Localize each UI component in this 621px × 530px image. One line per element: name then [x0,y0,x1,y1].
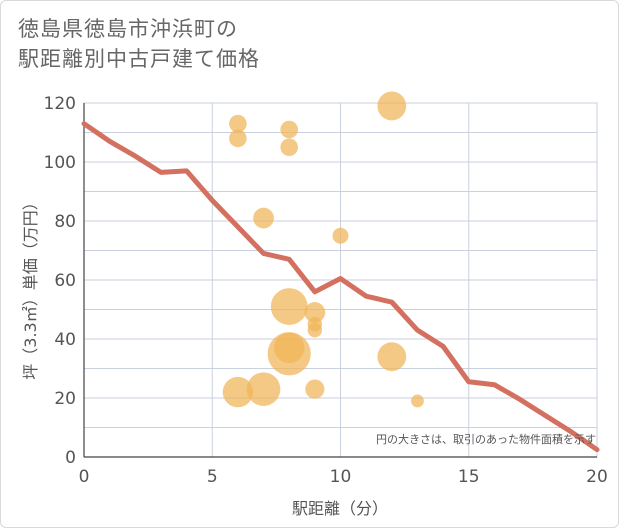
bubble [270,288,308,325]
bubble [246,372,281,406]
x-tick-label: 15 [458,467,480,487]
y-tick-label: 40 [54,330,76,350]
y-axis-label: 坪（3.3㎡）単価（万円） [21,194,40,379]
chart-title: 徳島県徳島市沖浜町の 駅距離別中古戸建て価格 [18,14,260,74]
x-axis-label: 駅距離（分） [292,499,388,518]
bubble [304,302,326,323]
chart-title-line1: 徳島県徳島市沖浜町の [18,17,238,41]
x-tick-label: 0 [79,467,90,487]
y-tick-label: 80 [54,212,76,232]
x-tick-label: 20 [586,467,608,487]
bubble [280,120,299,139]
trend-line [81,121,600,453]
bubble-size-note: 円の大きさは、取引のあった物件面積を示す [376,432,596,446]
bubble [229,114,247,133]
tick-labels: 0 20 40 60 80 100 120 0 5 10 15 20 [44,94,608,487]
bubbles [222,91,424,408]
bubble [411,394,424,408]
y-tick-label: 120 [44,94,76,114]
bubble [377,91,407,121]
trend-line-group [81,121,600,453]
y-tick-label: 0 [65,448,76,468]
bubble [280,138,299,157]
bubble [377,342,407,372]
bubble [274,332,305,364]
bubble [332,227,349,244]
x-tick-label: 5 [207,467,218,487]
bubble [307,322,323,338]
bubble [253,207,274,229]
grid-lines [83,102,598,458]
y-tick-label: 20 [54,389,76,409]
y-tick-label: 60 [54,271,76,291]
chart-title-line2: 駅距離別中古戸建て価格 [18,47,260,71]
bubble [229,129,247,148]
bubble [222,376,254,408]
bubble [305,379,325,399]
x-tick-label: 10 [330,467,352,487]
y-tick-label: 100 [44,153,76,173]
